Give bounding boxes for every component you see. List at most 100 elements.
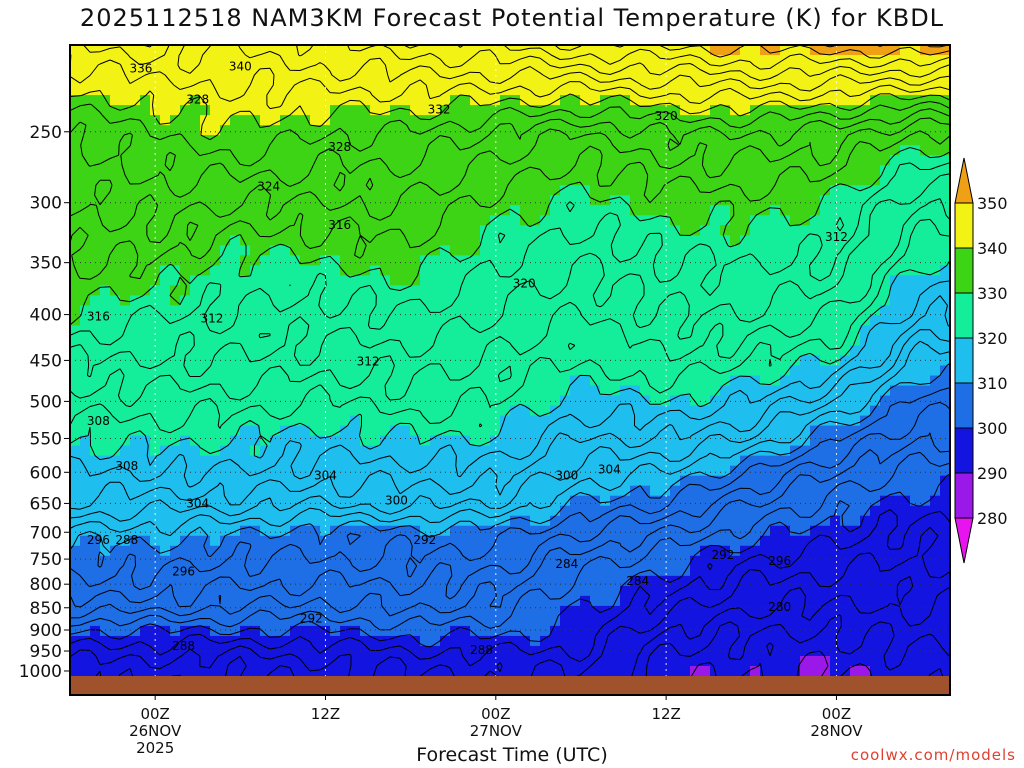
- field-cell: [790, 85, 801, 96]
- field-cell: [800, 505, 811, 517]
- field-cell: [580, 385, 591, 397]
- field-cell: [130, 155, 141, 166]
- field-cell: [310, 135, 321, 146]
- field-cell: [440, 585, 451, 597]
- field-cell: [300, 435, 311, 447]
- field-cell: [940, 145, 951, 156]
- field-cell: [460, 445, 471, 457]
- field-cell: [510, 55, 521, 66]
- field-cell: [270, 85, 281, 96]
- field-cell: [380, 45, 391, 56]
- field-cell: [80, 305, 91, 317]
- field-cell: [540, 215, 551, 226]
- field-cell: [790, 455, 801, 467]
- field-cell: [470, 115, 481, 126]
- field-cell: [290, 375, 301, 387]
- field-cell: [340, 345, 351, 357]
- field-cell: [330, 455, 341, 467]
- field-cell: [140, 145, 151, 156]
- field-cell: [480, 385, 491, 397]
- field-cell: [230, 425, 241, 437]
- field-cell: [420, 95, 431, 106]
- field-cell: [830, 205, 841, 216]
- field-cell: [100, 525, 111, 537]
- field-cell: [750, 215, 761, 226]
- field-cell: [90, 195, 101, 206]
- field-cell: [590, 495, 601, 507]
- field-cell: [570, 225, 581, 236]
- field-cell: [660, 515, 671, 527]
- field-cell: [240, 295, 251, 307]
- field-cell: [900, 595, 911, 607]
- field-cell: [210, 565, 221, 577]
- field-cell: [330, 55, 341, 66]
- field-cell: [210, 135, 221, 146]
- field-cell: [140, 195, 151, 206]
- field-cell: [380, 285, 391, 296]
- field-cell: [260, 215, 271, 226]
- field-cell: [670, 205, 681, 216]
- field-cell: [840, 185, 851, 196]
- field-cell: [160, 435, 171, 447]
- field-cell: [200, 505, 211, 517]
- field-cell: [610, 435, 621, 447]
- field-cell: [290, 275, 301, 286]
- field-cell: [570, 235, 581, 246]
- field-cell: [760, 455, 771, 467]
- field-cell: [760, 175, 771, 186]
- field-cell: [840, 225, 851, 236]
- field-cell: [340, 485, 351, 497]
- field-cell: [200, 415, 211, 427]
- field-cell: [480, 165, 491, 176]
- field-cell: [150, 135, 161, 146]
- field-cell: [840, 405, 851, 417]
- field-cell: [360, 245, 371, 256]
- field-cell: [860, 455, 871, 467]
- field-cell: [330, 575, 341, 587]
- field-cell: [570, 415, 581, 427]
- field-cell: [450, 235, 461, 246]
- field-cell: [420, 605, 431, 617]
- field-cell: [600, 285, 611, 296]
- field-cell: [300, 565, 311, 577]
- field-cell: [620, 595, 631, 607]
- field-cell: [100, 285, 111, 296]
- field-cell: [140, 65, 151, 76]
- field-cell: [580, 175, 591, 186]
- field-cell: [740, 575, 751, 587]
- field-cell: [440, 125, 451, 136]
- field-cell: [860, 125, 871, 136]
- field-cell: [790, 405, 801, 417]
- field-cell: [640, 365, 651, 377]
- field-cell: [130, 565, 141, 577]
- field-cell: [220, 295, 231, 307]
- field-cell: [930, 225, 941, 236]
- field-cell: [410, 505, 421, 517]
- field-cell: [820, 275, 831, 286]
- field-cell: [860, 225, 871, 236]
- field-cell: [70, 345, 81, 357]
- field-cell: [110, 185, 121, 196]
- field-cell: [700, 365, 711, 377]
- field-cell: [630, 585, 641, 597]
- field-cell: [240, 395, 251, 407]
- field-cell: [430, 265, 441, 276]
- field-cell: [730, 125, 741, 136]
- field-cell: [850, 495, 861, 507]
- field-cell: [160, 215, 171, 226]
- field-cell: [650, 145, 661, 156]
- field-cell: [760, 335, 771, 347]
- field-cell: [160, 585, 171, 597]
- field-cell: [850, 455, 861, 467]
- field-cell: [170, 575, 181, 587]
- field-cell: [780, 435, 791, 447]
- field-cell: [890, 345, 901, 357]
- field-cell: [550, 205, 561, 216]
- field-cell: [360, 125, 371, 136]
- field-cell: [600, 145, 611, 156]
- field-cell: [470, 535, 481, 547]
- field-cell: [620, 405, 631, 417]
- field-cell: [580, 365, 591, 377]
- field-cell: [720, 155, 731, 166]
- field-cell: [430, 365, 441, 377]
